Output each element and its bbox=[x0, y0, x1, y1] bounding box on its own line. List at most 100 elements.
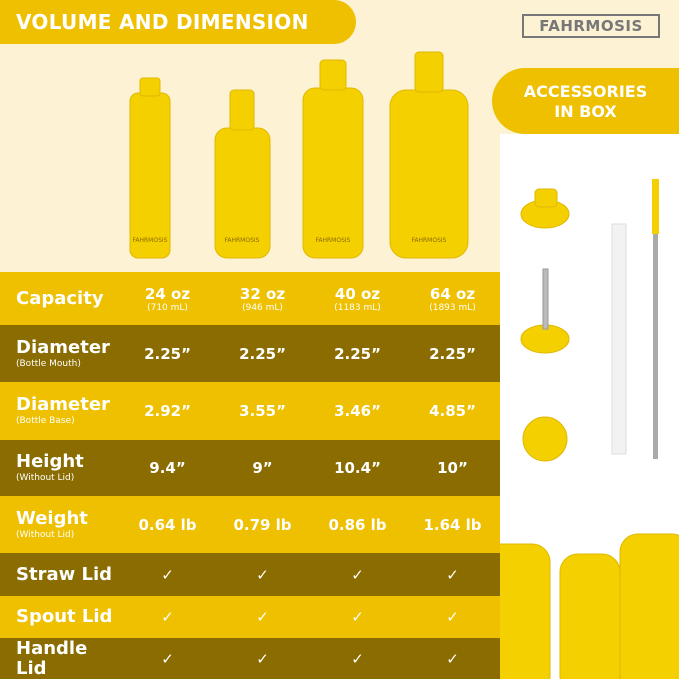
table-cell: ✓ bbox=[215, 650, 310, 668]
table-cell: 1.64 lb bbox=[405, 516, 500, 534]
row-label: Spout Lid bbox=[0, 607, 120, 627]
table-cell: ✓ bbox=[405, 566, 500, 584]
cell-value: 2.25” bbox=[429, 344, 476, 363]
row-label: Handle Lid bbox=[0, 638, 120, 679]
table-cell: 10” bbox=[405, 459, 500, 477]
table-row: Diameter (Bottle Mouth) 2.25” 2.25” 2.25” 2.2… bbox=[0, 325, 500, 382]
table-cell: ✓ bbox=[120, 608, 215, 626]
row-label-sub: (Bottle Mouth) bbox=[16, 358, 81, 369]
bottle-logo: FAHRMOSIS bbox=[412, 237, 447, 244]
table-cell: ✓ bbox=[215, 608, 310, 626]
accessories-subtitle: IN BOX bbox=[554, 102, 617, 121]
spec-table: Capacity 24 oz (710 mL) 32 oz (946 mL) 40 oz(… bbox=[0, 272, 500, 679]
cell-value: 2.25” bbox=[334, 344, 381, 363]
table-row: Capacity 24 oz (710 mL) 32 oz (946 mL) 40 oz(… bbox=[0, 272, 500, 325]
cell-value: ✓ bbox=[161, 608, 174, 626]
cell-value: 32 oz bbox=[239, 284, 286, 303]
cell-sub: (1183 mL) bbox=[334, 302, 381, 313]
table-cell: 10.4” bbox=[310, 459, 405, 477]
cell-value: 9.4” bbox=[149, 459, 186, 477]
table-cell: ✓ bbox=[310, 650, 405, 668]
table-cell: 2.92” bbox=[120, 402, 215, 420]
cell-value: ✓ bbox=[256, 649, 269, 668]
row-label-main: Diameter bbox=[16, 394, 110, 415]
cell-value: 0.86 lb bbox=[328, 515, 387, 534]
table-cell: 40 oz (1183 mL) bbox=[310, 285, 405, 313]
table-cell: 2.25” bbox=[405, 345, 500, 363]
row-label: Weight (Without Lid) bbox=[0, 507, 120, 541]
bottles-image: FAHRMOSIS FAHRMOSIS FAHRMOSIS FAHRMOSIS bbox=[129, 51, 469, 259]
cell-value: 24 oz bbox=[144, 284, 191, 303]
table-cell: ✓ bbox=[310, 566, 405, 584]
table-cell: 4.85” bbox=[405, 402, 500, 420]
cell-value: 3.55” bbox=[239, 402, 286, 420]
table-row: Diameter (Bottle Base) 2.92” 3.55” 3.46” 4.85… bbox=[0, 382, 500, 440]
table-cell: 2.25” bbox=[215, 345, 310, 363]
table-row: Weight (Without Lid) 0.64 lb 0.79 lb 0.86 lb… bbox=[0, 496, 500, 553]
cell-value: 1.64 lb bbox=[423, 515, 482, 534]
cell-value: ✓ bbox=[256, 565, 269, 584]
row-label-main: Height bbox=[16, 451, 84, 472]
table-cell: 9” bbox=[215, 459, 310, 477]
table-row: Spout Lid ✓ ✓ ✓ ✓ bbox=[0, 596, 500, 638]
cell-value: ✓ bbox=[446, 565, 459, 584]
cell-value: ✓ bbox=[446, 608, 459, 626]
cell-value: 9” bbox=[252, 459, 273, 477]
table-cell: ✓ bbox=[310, 608, 405, 626]
table-cell: ✓ bbox=[215, 566, 310, 584]
row-label: Diameter (Bottle Base) bbox=[0, 395, 120, 427]
table-cell: 64 oz (1893 mL) bbox=[405, 285, 500, 313]
row-label: Diameter (Bottle Mouth) bbox=[0, 336, 120, 370]
row-label-main: Straw Lid bbox=[16, 563, 113, 585]
cell-value: 3.46” bbox=[334, 402, 381, 420]
row-label-main: Diameter bbox=[16, 336, 110, 358]
table-cell: ✓ bbox=[405, 608, 500, 626]
table-cell: 2.25” bbox=[120, 345, 215, 363]
cell-value: 2.25” bbox=[239, 344, 286, 363]
bottle-logo: FAHRMOSIS bbox=[316, 237, 351, 244]
row-label-main: Spout Lid bbox=[16, 606, 113, 627]
cell-sub: (710 mL) bbox=[147, 302, 188, 313]
bottle-logo: FAHRMOSIS bbox=[225, 237, 260, 244]
table-row: Handle Lid ✓ ✓ ✓ ✓ bbox=[0, 638, 500, 679]
row-label-main: Weight bbox=[16, 507, 88, 529]
table-cell: 2.25” bbox=[310, 345, 405, 363]
table-row: Straw Lid ✓ ✓ ✓ ✓ bbox=[0, 553, 500, 596]
brand-logo: FAHRMOSIS bbox=[522, 14, 660, 38]
cell-value: 0.79 lb bbox=[233, 515, 292, 534]
cell-value: ✓ bbox=[161, 649, 174, 668]
row-label: Straw Lid bbox=[0, 563, 120, 585]
cell-value: ✓ bbox=[161, 565, 174, 584]
row-label-sub: (Bottle Base) bbox=[16, 416, 75, 426]
cell-value: 64 oz bbox=[429, 284, 476, 303]
cell-value: ✓ bbox=[446, 649, 459, 668]
bottle-logo: FAHRMOSIS bbox=[133, 237, 168, 244]
cell-value: ✓ bbox=[256, 608, 269, 626]
table-cell: 0.79 lb bbox=[215, 516, 310, 534]
table-cell: ✓ bbox=[405, 650, 500, 668]
cell-value: ✓ bbox=[351, 649, 364, 668]
cell-value: 2.92” bbox=[144, 402, 191, 420]
table-cell: 9.4” bbox=[120, 459, 215, 477]
table-cell: 32 oz (946 mL) bbox=[215, 285, 310, 313]
table-cell: 0.64 lb bbox=[120, 516, 215, 534]
page-title: VOLUME AND DIMENSION bbox=[0, 0, 356, 44]
cell-value: 2.25” bbox=[144, 344, 191, 363]
cell-value: 10.4” bbox=[334, 459, 381, 477]
cell-value: 0.64 lb bbox=[138, 515, 197, 534]
accessories-title: ACCESSORIES bbox=[523, 82, 648, 101]
table-cell: ✓ bbox=[120, 566, 215, 584]
accessories-image bbox=[500, 179, 679, 679]
cell-value: ✓ bbox=[351, 565, 364, 584]
cell-value: 4.85” bbox=[429, 402, 476, 420]
table-row: Height (Without Lid) 9.4” 9” 10.4” 10” bbox=[0, 440, 500, 496]
cell-value: ✓ bbox=[351, 608, 364, 626]
cell-value: 40 oz bbox=[334, 284, 381, 303]
cell-sub: (1893 mL) bbox=[429, 302, 476, 313]
row-label-sub: (Without Lid) bbox=[16, 473, 75, 483]
table-cell: 3.46” bbox=[310, 402, 405, 420]
row-label: Height (Without Lid) bbox=[0, 452, 120, 484]
cell-value: 10” bbox=[437, 459, 468, 477]
row-label: Capacity bbox=[0, 288, 120, 309]
table-cell: 0.86 lb bbox=[310, 516, 405, 534]
